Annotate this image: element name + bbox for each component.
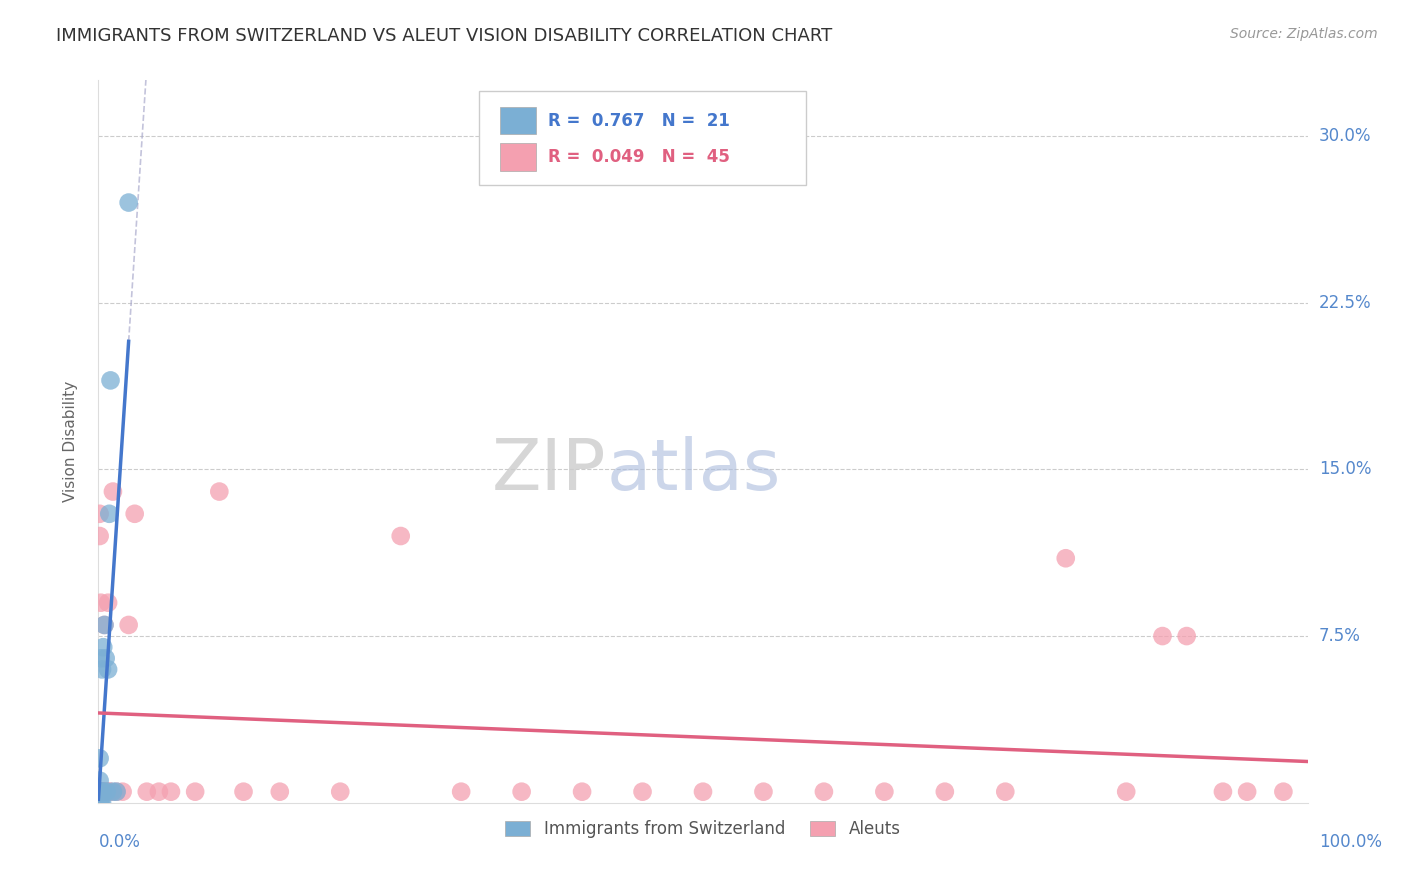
Point	[571, 785, 593, 799]
Point	[269, 785, 291, 799]
Point	[994, 785, 1017, 799]
Point	[752, 785, 775, 799]
Point	[93, 618, 115, 632]
Point	[1054, 551, 1077, 566]
Text: 0.0%: 0.0%	[98, 833, 141, 851]
Text: 100.0%: 100.0%	[1319, 833, 1382, 851]
Point	[101, 484, 124, 499]
Point	[89, 785, 111, 799]
Text: 30.0%: 30.0%	[1319, 127, 1371, 145]
Text: atlas: atlas	[606, 436, 780, 505]
Point	[90, 785, 112, 799]
Point	[94, 785, 117, 799]
Point	[93, 618, 115, 632]
Point	[105, 785, 128, 799]
FancyBboxPatch shape	[479, 91, 806, 185]
Point	[1212, 785, 1234, 799]
Point	[98, 507, 121, 521]
FancyBboxPatch shape	[501, 107, 536, 135]
Point	[89, 796, 111, 810]
Text: 15.0%: 15.0%	[1319, 460, 1371, 478]
Text: Source: ZipAtlas.com: Source: ZipAtlas.com	[1230, 27, 1378, 41]
Point	[91, 662, 114, 676]
Point	[148, 785, 170, 799]
Point	[1272, 785, 1295, 799]
Text: ZIP: ZIP	[492, 436, 606, 505]
Point	[90, 651, 112, 665]
Text: 7.5%: 7.5%	[1319, 627, 1361, 645]
Legend: Immigrants from Switzerland, Aleuts: Immigrants from Switzerland, Aleuts	[499, 814, 907, 845]
Point	[813, 785, 835, 799]
Point	[94, 651, 117, 665]
Point	[96, 785, 118, 799]
Point	[91, 640, 114, 655]
Point	[91, 785, 114, 799]
Point	[135, 785, 157, 799]
Point	[96, 785, 118, 799]
FancyBboxPatch shape	[501, 143, 536, 170]
Point	[101, 785, 124, 799]
Point	[91, 785, 114, 799]
Point	[124, 507, 146, 521]
Point	[90, 796, 112, 810]
Point	[93, 785, 115, 799]
Text: R =  0.767   N =  21: R = 0.767 N = 21	[548, 112, 730, 129]
Point	[118, 195, 141, 210]
Point	[90, 596, 112, 610]
Point	[91, 785, 114, 799]
Point	[873, 785, 896, 799]
Text: 22.5%: 22.5%	[1319, 293, 1371, 311]
Text: IMMIGRANTS FROM SWITZERLAND VS ALEUT VISION DISABILITY CORRELATION CHART: IMMIGRANTS FROM SWITZERLAND VS ALEUT VIS…	[56, 27, 832, 45]
Point	[1115, 785, 1137, 799]
Point	[100, 373, 122, 387]
Point	[160, 785, 183, 799]
Y-axis label: Vision Disability: Vision Disability	[63, 381, 77, 502]
Point	[111, 785, 134, 799]
Point	[1175, 629, 1198, 643]
Point	[692, 785, 714, 799]
Text: R =  0.049   N =  45: R = 0.049 N = 45	[548, 148, 730, 166]
Point	[100, 785, 122, 799]
Point	[89, 773, 111, 788]
Point	[89, 751, 111, 765]
Point	[89, 507, 111, 521]
Point	[631, 785, 654, 799]
Point	[98, 785, 121, 799]
Point	[329, 785, 352, 799]
Point	[208, 484, 231, 499]
Point	[105, 785, 128, 799]
Point	[90, 785, 112, 799]
Point	[97, 596, 120, 610]
Point	[389, 529, 412, 543]
Point	[91, 785, 114, 799]
Point	[232, 785, 254, 799]
Point	[97, 662, 120, 676]
Point	[450, 785, 472, 799]
Point	[89, 529, 111, 543]
Point	[91, 785, 114, 799]
Point	[118, 618, 141, 632]
Point	[91, 796, 114, 810]
Point	[1152, 629, 1174, 643]
Point	[934, 785, 956, 799]
Point	[510, 785, 533, 799]
Point	[1236, 785, 1258, 799]
Point	[184, 785, 207, 799]
